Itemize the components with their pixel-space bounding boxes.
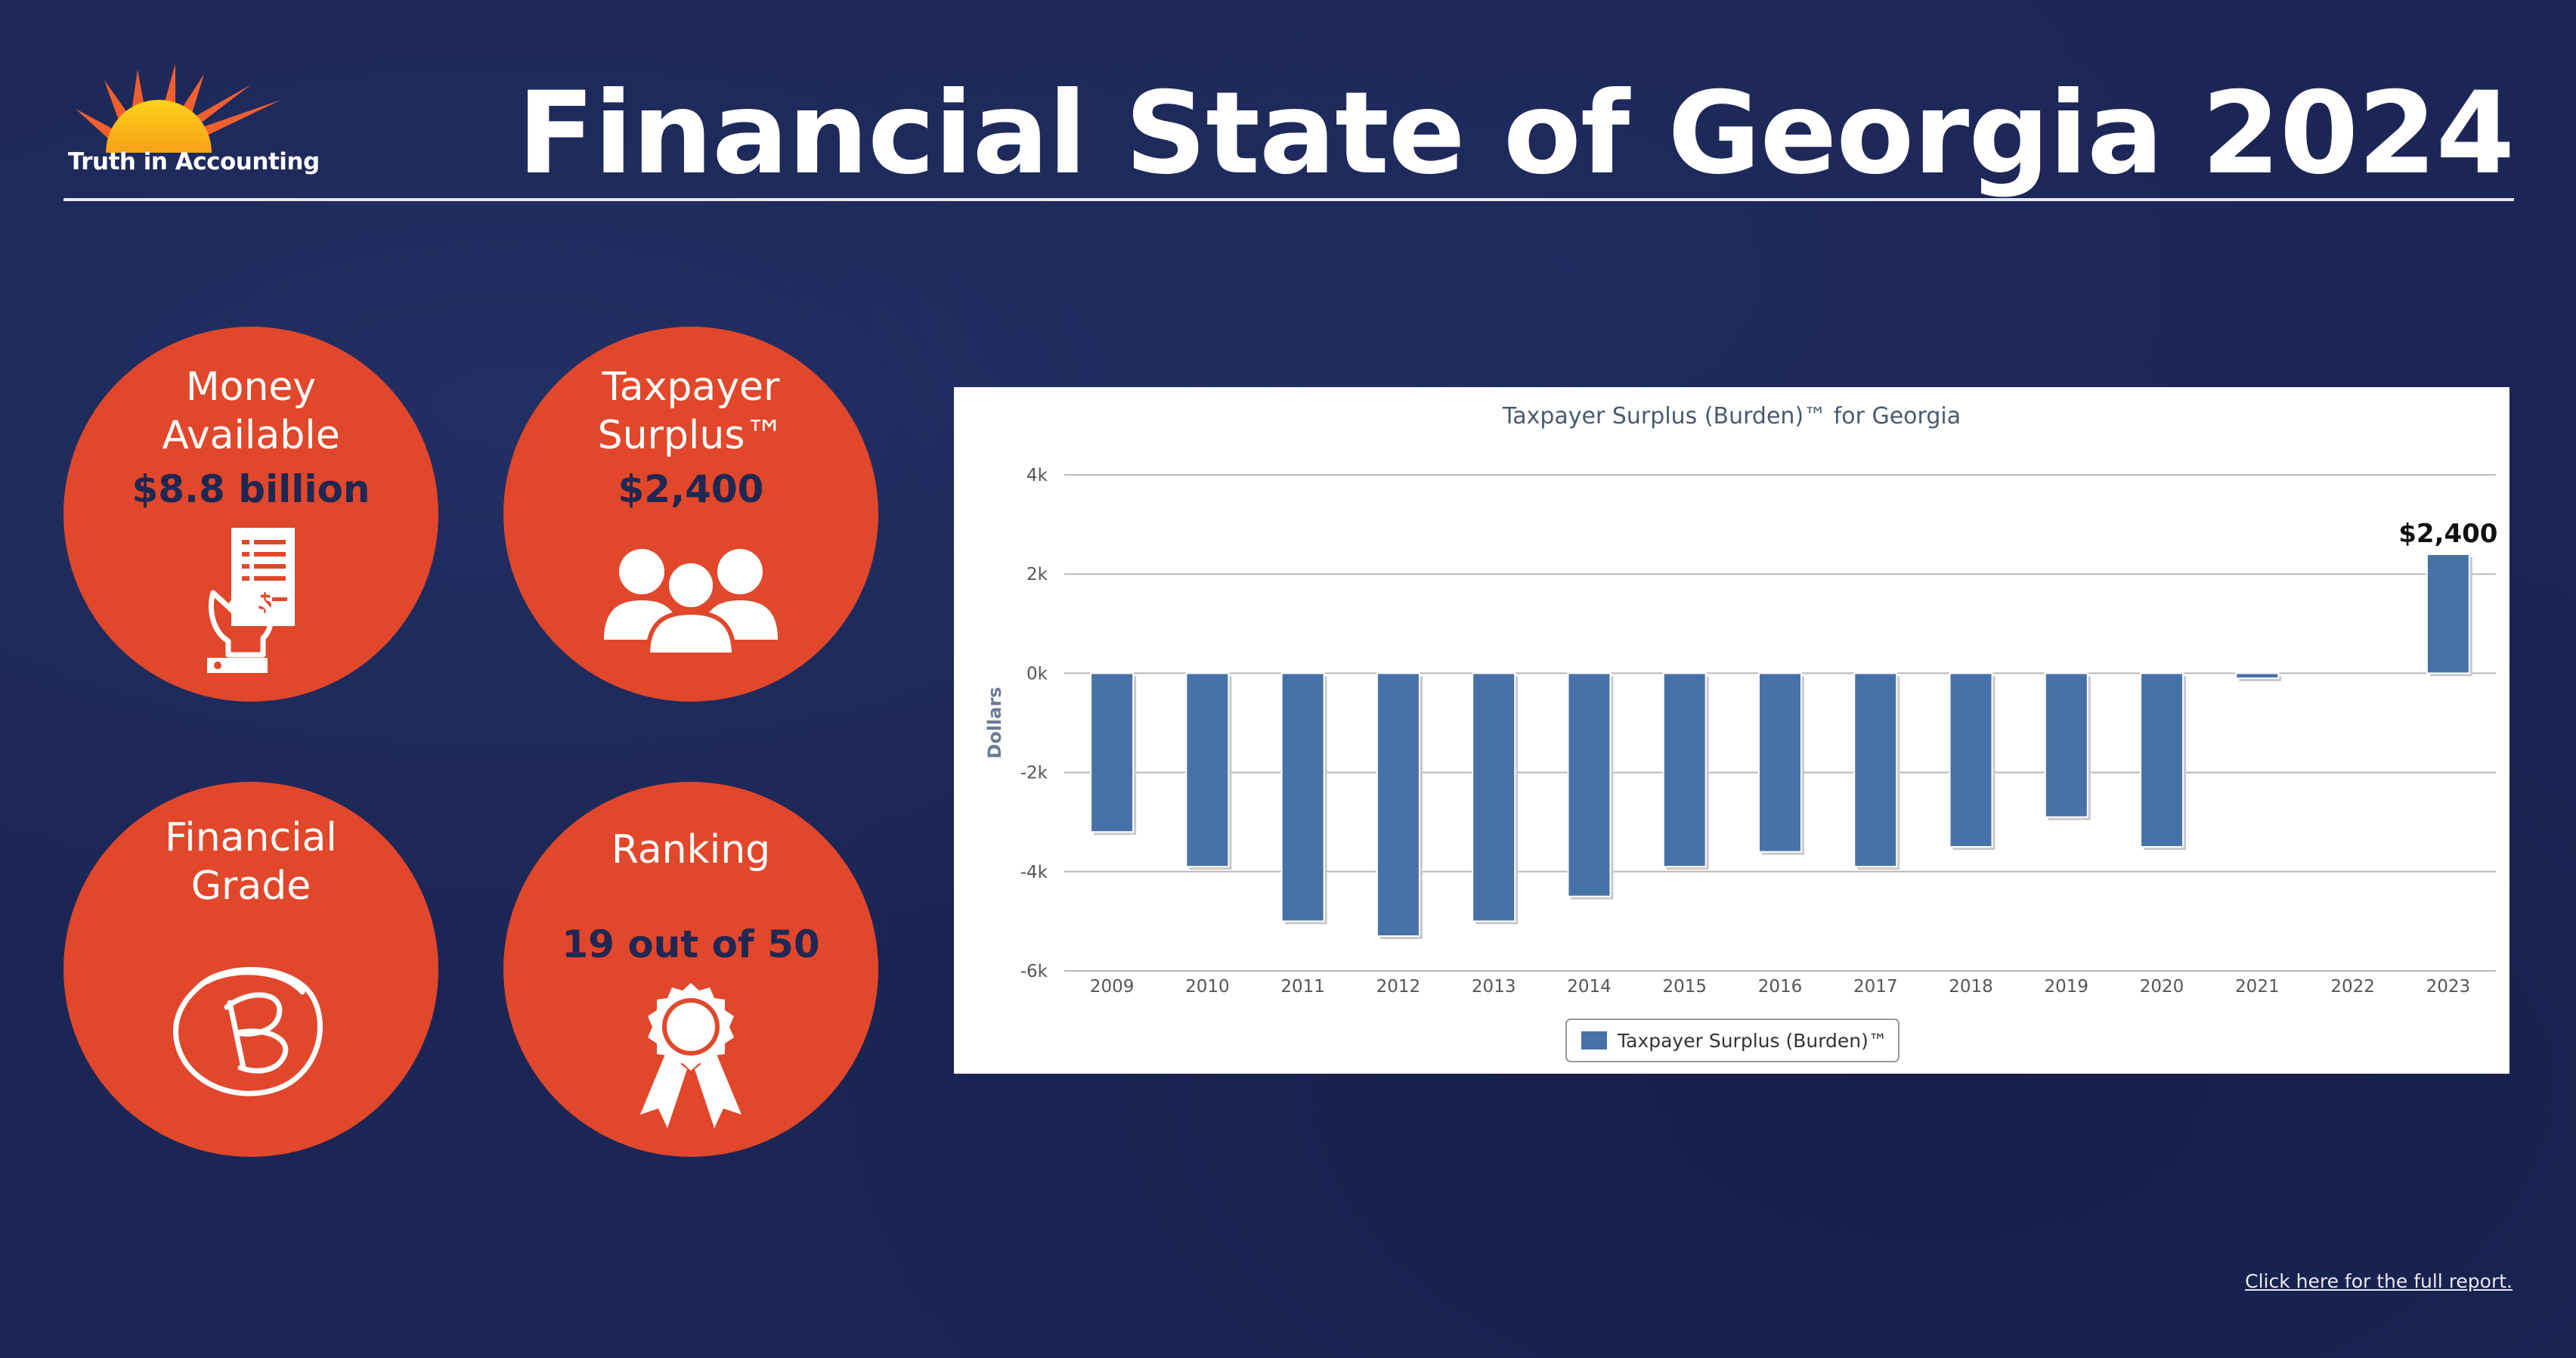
x-tick-label: 2014: [1567, 977, 1612, 997]
bar-2016: [1758, 672, 1802, 853]
tile-value: 19 out of 50: [562, 922, 820, 966]
data-label: $2,400: [2398, 519, 2497, 549]
y-tick-label: 4k: [1026, 466, 1048, 485]
x-tick-label: 2016: [1758, 977, 1803, 997]
y-axis-label: Dollars: [984, 687, 1005, 758]
legend-box: [1565, 1018, 1899, 1062]
x-tick-label: 2022: [2330, 977, 2375, 997]
tile-label: Surplus™: [597, 413, 785, 458]
bar-2013: [1472, 672, 1516, 922]
bar-2014: [1567, 672, 1612, 898]
logo-text: Truth in Accounting: [68, 148, 320, 175]
header-divider: [63, 198, 2514, 201]
bar-2018: [1949, 672, 1993, 848]
x-tick-label: 2013: [1472, 977, 1516, 997]
bar-2015: [1662, 672, 1707, 868]
y-tick-label: -6k: [1020, 962, 1048, 981]
tile-label: Ranking: [611, 827, 771, 873]
full-report-link[interactable]: Click here for the full report.: [2245, 1270, 2513, 1292]
tile-label: Money: [185, 364, 317, 410]
tile-value: $2,400: [618, 467, 764, 511]
x-tick-label: 2019: [2045, 977, 2089, 997]
page-title: Financial State of Georgia 2024: [517, 68, 2515, 200]
bar-2019: [2044, 672, 2088, 818]
x-tick-label: 2020: [2140, 977, 2184, 997]
receipt-hand-icon: $: [198, 525, 304, 680]
x-tick-label: 2023: [2426, 977, 2471, 997]
tile-label: Grade: [190, 863, 311, 909]
sun-logo-icon: [62, 64, 304, 184]
x-tick-label: 2017: [1853, 977, 1898, 997]
x-tick-label: 2015: [1662, 977, 1707, 997]
chart-panel: Taxpayer Surplus (Burden)™ for Georgia Do…: [954, 387, 2509, 1074]
ranking-tile: Ranking 19 out of 50: [503, 782, 878, 1157]
chart-legend: Taxpayer Surplus (Burden)™: [1565, 1018, 1899, 1062]
bar-2010: [1185, 672, 1230, 868]
chart-title: Taxpayer Surplus (Burden)™ for Georgia: [1502, 403, 1961, 429]
tile-value: $8.8 billion: [132, 467, 370, 511]
people-group-icon: [604, 541, 778, 659]
tile-label: Taxpayer: [602, 364, 780, 410]
bar-2012: [1376, 672, 1420, 938]
y-tick-label: 0k: [1026, 664, 1048, 684]
x-tick-label: 2010: [1185, 977, 1230, 997]
grade-b-icon: [168, 957, 334, 1105]
bar-2009: [1090, 672, 1135, 833]
tile-label: Available: [162, 413, 340, 458]
y-tick-label: -4k: [1020, 863, 1048, 882]
taxpayer-surplus-chart: Taxpayer Surplus (Burden)™ for Georgia Do…: [984, 403, 2497, 1062]
x-tick-label: 2012: [1376, 977, 1421, 997]
bar-2011: [1280, 672, 1325, 922]
x-tick-label: 2021: [2235, 977, 2280, 997]
award-ribbon-icon: [634, 980, 748, 1135]
y-tick-label: 2k: [1026, 565, 1048, 584]
legend-label: Taxpayer Surplus (Burden)™: [1617, 1030, 1887, 1052]
x-tick-label: 2009: [1090, 977, 1135, 997]
financial-grade-tile: Financial Grade: [63, 782, 438, 1157]
bar-2023: [2426, 553, 2470, 674]
y-tick-label: -2k: [1020, 764, 1048, 783]
x-tick-label: 2011: [1280, 977, 1325, 997]
x-tick-label: 2018: [1949, 977, 1993, 997]
legend-swatch: [1581, 1031, 1607, 1050]
bar-2021: [2235, 672, 2280, 679]
bar-2017: [1853, 672, 1898, 868]
bar-2020: [2140, 672, 2184, 848]
taxpayer-surplus-tile: Taxpayer Surplus™ $2,400: [503, 327, 878, 702]
tile-label: Financial: [165, 815, 337, 860]
money-available-tile: Money Available $8.8 billion $: [63, 327, 438, 702]
